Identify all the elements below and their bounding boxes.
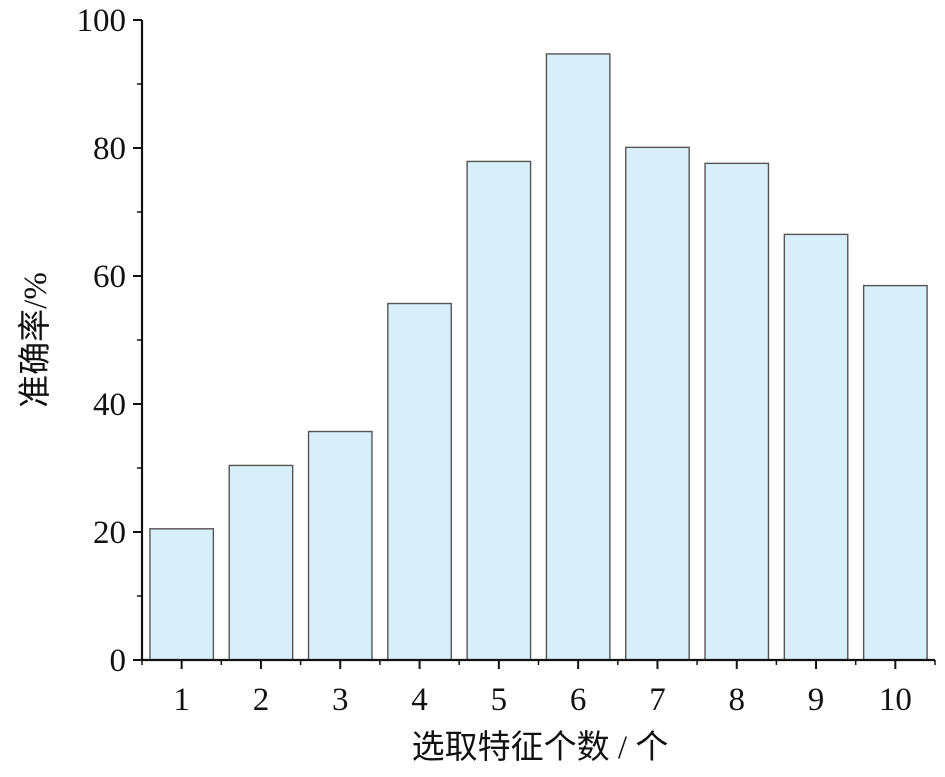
bars-layer xyxy=(149,53,928,661)
x-tick-label: 1 xyxy=(173,682,190,718)
bar-10 xyxy=(862,284,928,661)
bar-7 xyxy=(625,146,690,661)
x-tick-label: 7 xyxy=(649,682,666,718)
bar-6 xyxy=(545,53,611,661)
x-tick-label: 4 xyxy=(411,682,428,718)
x-axis-label: 选取特征个数 / 个 xyxy=(412,729,669,766)
bar-5 xyxy=(466,160,532,661)
bar-4 xyxy=(387,302,452,661)
y-tick-label: 60 xyxy=(93,259,126,295)
x-tick-label: 2 xyxy=(253,682,270,718)
y-tick-label: 40 xyxy=(93,387,126,423)
y-tick-label: 0 xyxy=(110,643,127,679)
bar-8 xyxy=(704,162,770,661)
x-tick-label: 9 xyxy=(808,682,825,718)
bar-3 xyxy=(307,430,373,661)
bar-9 xyxy=(783,233,849,661)
y-tick-label: 100 xyxy=(77,3,127,39)
bar-2 xyxy=(228,464,294,661)
x-tick-label: 10 xyxy=(879,682,912,718)
x-tick-label: 5 xyxy=(491,682,508,718)
y-tick-label: 80 xyxy=(93,131,126,167)
bar-1 xyxy=(149,528,215,661)
y-axis-label: 准确率/% xyxy=(17,272,54,408)
x-tick-label: 8 xyxy=(729,682,746,718)
x-tick-label: 3 xyxy=(332,682,349,718)
y-tick-label: 20 xyxy=(93,515,126,551)
x-tick-label: 6 xyxy=(570,682,587,718)
